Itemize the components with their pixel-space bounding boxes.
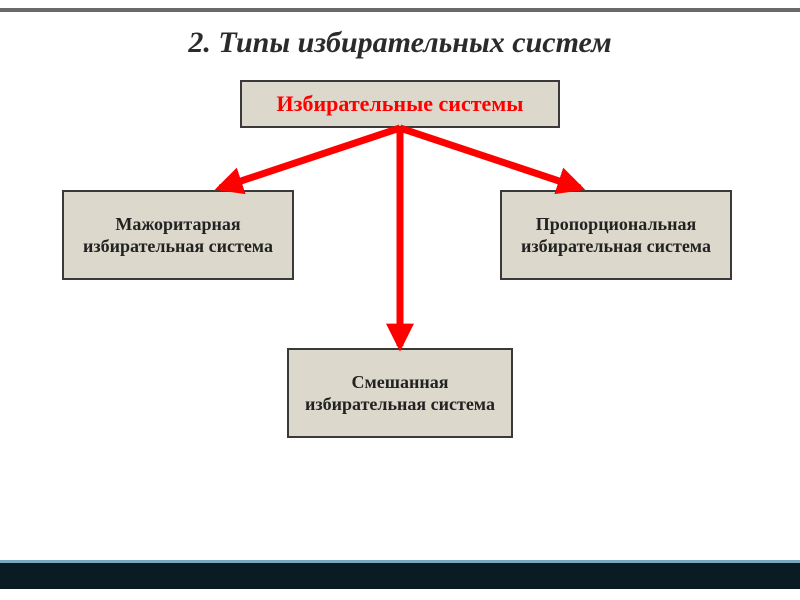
arrow-2 (400, 128, 580, 188)
arrows-layer (0, 0, 800, 600)
slide: 2. Типы избирательных систем Избирательн… (0, 0, 800, 600)
arrow-0 (220, 128, 400, 188)
bottom-bar (0, 560, 800, 589)
